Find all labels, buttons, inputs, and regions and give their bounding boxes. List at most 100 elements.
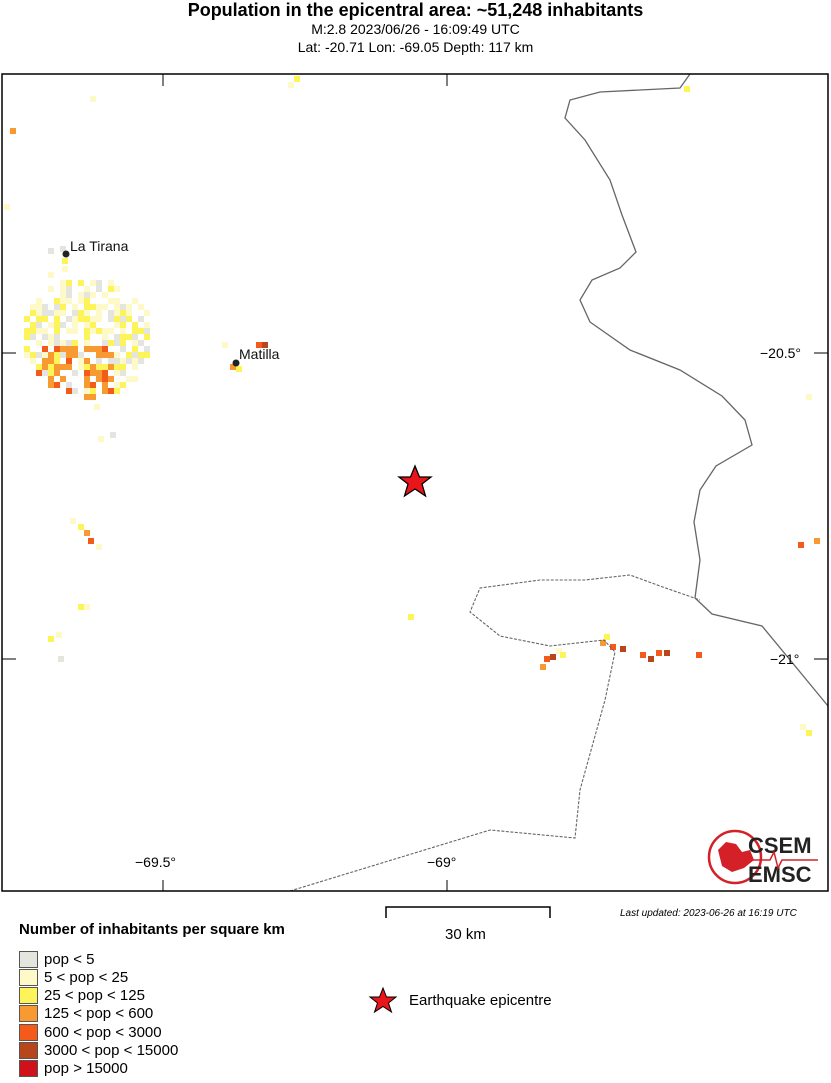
population-cell [48, 272, 54, 278]
population-cell [798, 542, 804, 548]
legend-swatch [19, 1023, 38, 1041]
population-cell [30, 334, 36, 340]
lat-tick-label: −21° [770, 651, 799, 667]
population-cell [108, 298, 114, 304]
population-cell [120, 322, 126, 328]
population-cell [96, 376, 102, 382]
population-cell [126, 316, 132, 322]
legend-label: pop > 15000 [44, 1060, 128, 1078]
population-cell [78, 364, 84, 370]
population-cell [120, 328, 126, 334]
population-cell [114, 370, 120, 376]
population-cell [138, 316, 144, 322]
country-border [564, 73, 829, 707]
population-cell [102, 370, 108, 376]
location-info: Lat: -20.71 Lon: -69.05 Depth: 117 km [297, 39, 534, 55]
population-cell [120, 382, 126, 388]
population-cell [102, 352, 108, 358]
population-cell [90, 388, 96, 394]
legend-swatch [19, 1042, 38, 1059]
population-cell [66, 352, 72, 358]
population-cell [96, 304, 102, 310]
population-cell [138, 328, 144, 334]
population-cell [66, 292, 72, 298]
population-cell [42, 316, 48, 322]
population-cell [90, 322, 96, 328]
population-cell [138, 304, 144, 310]
population-cell [144, 310, 150, 316]
population-cell [62, 266, 68, 272]
population-cell [24, 334, 30, 340]
population-cell [66, 346, 72, 352]
population-cell [120, 370, 126, 376]
population-cell [114, 310, 120, 316]
population-cell [66, 382, 72, 388]
population-cell [60, 352, 66, 358]
population-cell [54, 328, 60, 334]
population-cell [78, 358, 84, 364]
population-cell [84, 292, 90, 298]
population-cell [54, 322, 60, 328]
population-cell [120, 364, 126, 370]
population-cell [132, 334, 138, 340]
population-cell [70, 518, 76, 524]
population-cell [96, 310, 102, 316]
legend-item: 600 < pop < 3000 [19, 1023, 162, 1041]
population-cell [24, 346, 30, 352]
population-cell [114, 334, 120, 340]
population-cell [96, 280, 102, 286]
population-cell [72, 304, 78, 310]
population-cell [102, 304, 108, 310]
population-cell [54, 298, 60, 304]
population-cell [120, 310, 126, 316]
population-cell [144, 322, 150, 328]
population-cell [132, 346, 138, 352]
population-cell [30, 322, 36, 328]
population-cell [78, 352, 84, 358]
population-cell [72, 388, 78, 394]
population-cell [36, 304, 42, 310]
population-cell [696, 652, 702, 658]
population-cell [84, 298, 90, 304]
population-cell [126, 334, 132, 340]
population-cell [408, 614, 414, 620]
population-cell [800, 724, 806, 730]
population-cell [60, 346, 66, 352]
population-cell [90, 346, 96, 352]
population-cell [94, 404, 100, 410]
population-cell [42, 310, 48, 316]
population-cell [96, 364, 102, 370]
place-label-matilla: Matilla [239, 346, 280, 362]
population-cell [132, 358, 138, 364]
population-cell [78, 292, 84, 298]
population-cell [48, 376, 54, 382]
population-cell [84, 388, 90, 394]
population-cell [36, 310, 42, 316]
population-cell [36, 328, 42, 334]
population-cell [84, 530, 90, 536]
population-cell [78, 524, 84, 530]
population-cell [90, 304, 96, 310]
population-cell [36, 352, 42, 358]
population-cell [144, 352, 150, 358]
map-frame [1, 73, 829, 892]
legend-item: pop < 5 [19, 950, 94, 968]
legend-swatch [19, 1005, 38, 1023]
last-updated: Last updated: 2023-06-26 at 16:19 UTC [620, 908, 797, 919]
population-cell [114, 382, 120, 388]
population-cell [48, 364, 54, 370]
population-cell [120, 340, 126, 346]
population-cell [114, 316, 120, 322]
population-cell [114, 364, 120, 370]
population-cell [36, 364, 42, 370]
population-cell [48, 370, 54, 376]
population-cell [42, 358, 48, 364]
population-cell [30, 328, 36, 334]
population-cell [138, 352, 144, 358]
population-cell [126, 376, 132, 382]
population-cell [30, 352, 36, 358]
population-cell [54, 304, 60, 310]
population-cell [108, 388, 114, 394]
population-cell [132, 364, 138, 370]
population-cell [72, 370, 78, 376]
